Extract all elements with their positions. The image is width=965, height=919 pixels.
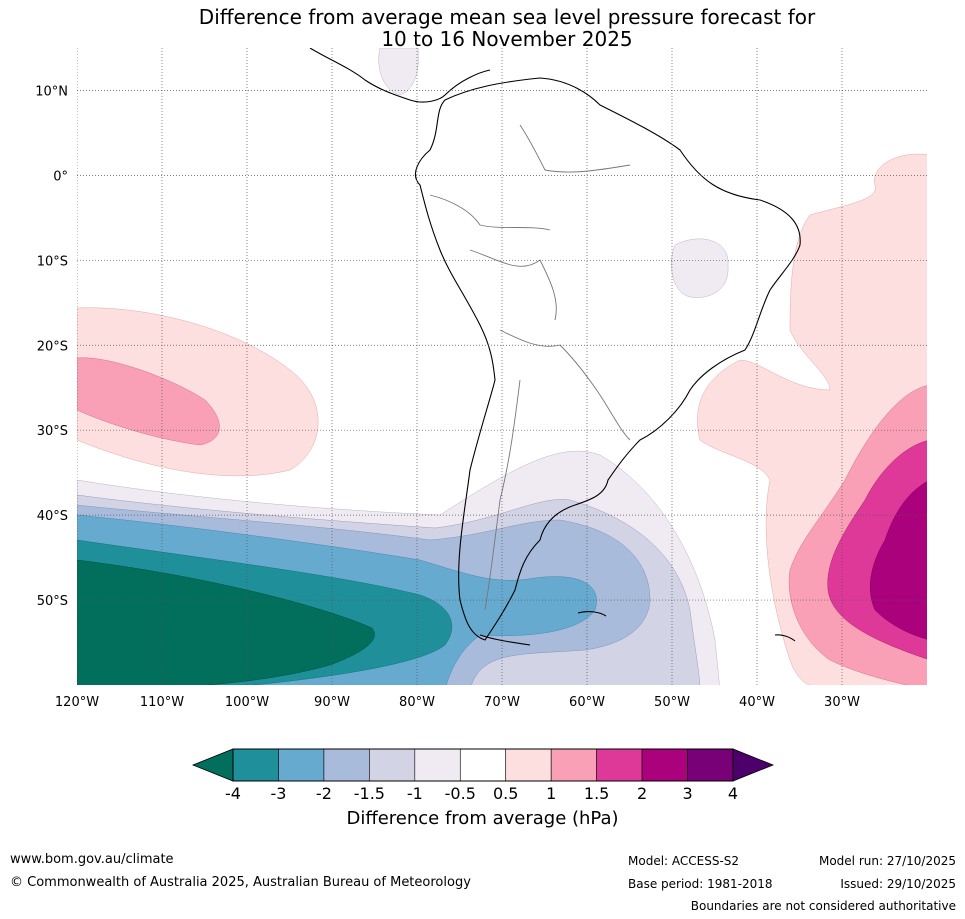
- colorbar-tick-label: 0.5: [493, 784, 518, 803]
- lat-tick-label: 20°S: [37, 339, 68, 354]
- lon-tick-label: 90°W: [314, 695, 350, 710]
- lon-tick-label: 40°W: [739, 695, 775, 710]
- contour-band-plus-0-5-pacific: [77, 307, 319, 477]
- colorbar-swatch: [323, 748, 370, 782]
- colorbar-tick-label: 1.5: [584, 784, 609, 803]
- colorbar-tick-label: -2: [316, 784, 332, 803]
- colorbar-tick-label: -4: [225, 784, 241, 803]
- lon-tick-label: 70°W: [484, 695, 520, 710]
- colorbar-low-extend: [191, 748, 234, 782]
- gridlines: [77, 48, 927, 685]
- website-text: www.bom.gov.au/climate: [10, 852, 174, 867]
- lon-tick-label: 110°W: [140, 695, 184, 710]
- south-georgia: [774, 634, 796, 642]
- contour-band-minus-0-5-brazil: [671, 238, 729, 298]
- colorbar-tick-label: 4: [728, 784, 738, 803]
- south-america-coastline: [415, 77, 801, 641]
- issued-text: Issued: 29/10/2025: [840, 877, 956, 891]
- colorbar-swatch: [414, 748, 461, 782]
- lon-tick-label: 80°W: [399, 695, 435, 710]
- colorbar-swatch: [369, 748, 416, 782]
- lat-tick-label: 10°S: [37, 254, 68, 269]
- lon-tick-label: 120°W: [55, 695, 99, 710]
- colorbar: -4 -3 -2 -1.5 -1 -0.5 0.5 1 1.5 2 3 4: [191, 748, 775, 803]
- title-line-2: 10 to 16 November 2025: [381, 27, 633, 51]
- colorbar-swatch: [232, 748, 279, 782]
- lon-tick-label: 60°W: [569, 695, 605, 710]
- contour-band-minus-0-5-central-america: [378, 48, 419, 96]
- tierra-del-fuego-coastline: [479, 634, 531, 646]
- colorbar-tick-label: 3: [682, 784, 692, 803]
- contour-band-minus-4: [77, 559, 375, 685]
- model-run-text: Model run: 27/10/2025: [818, 854, 956, 868]
- colorbar-swatch: [596, 748, 643, 782]
- colorbar-frame: [232, 748, 734, 782]
- lon-tick-label: 30°W: [824, 695, 860, 710]
- colorbar-swatch: [278, 748, 325, 782]
- boundaries-note: Boundaries are not considered authoritat…: [690, 899, 956, 913]
- colorbar-tick-label: -3: [270, 784, 286, 803]
- lon-tick-label: 100°W: [225, 695, 269, 710]
- lat-tick-label: 10°N: [35, 84, 68, 99]
- lat-tick-label: 0°: [53, 169, 68, 184]
- coastlines: [309, 48, 801, 646]
- pressure-anomaly-contours: [77, 48, 927, 685]
- colorbar-swatch: [641, 748, 688, 782]
- colorbar-label: Difference from average (hPa): [346, 808, 619, 829]
- colorbar-tick-label: -1: [407, 784, 423, 803]
- colorbar-tick-label: 1: [546, 784, 556, 803]
- colorbar-tick-label: -0.5: [445, 784, 476, 803]
- axis-labels: 10°N 0° 10°S 20°S 30°S 40°S 50°S 120°W 110°W 100°…: [35, 84, 860, 710]
- colorbar-swatch: [459, 748, 507, 782]
- colorbar-swatch: [550, 748, 597, 782]
- base-period-text: Base period: 1981-2018: [628, 877, 773, 891]
- lat-tick-label: 30°S: [37, 424, 68, 439]
- colorbar-tick-label: 2: [637, 784, 647, 803]
- copyright-text: © Commonwealth of Australia 2025, Austra…: [10, 875, 471, 890]
- falkland-islands: [577, 611, 607, 617]
- title-line-1: Difference from average mean sea level p…: [198, 5, 816, 29]
- lat-tick-label: 50°S: [37, 594, 68, 609]
- colorbar-tick-label: -1.5: [354, 784, 385, 803]
- central-america-coastline: [309, 48, 491, 103]
- contour-band-plus-1-pacific: [77, 357, 220, 446]
- colorbar-swatch: [505, 748, 552, 782]
- lon-tick-label: 50°W: [654, 695, 690, 710]
- colorbar-high-extend: [732, 748, 775, 782]
- lat-tick-label: 40°S: [37, 509, 68, 524]
- colorbar-swatch: [687, 748, 734, 782]
- model-text: Model: ACCESS-S2: [628, 854, 740, 868]
